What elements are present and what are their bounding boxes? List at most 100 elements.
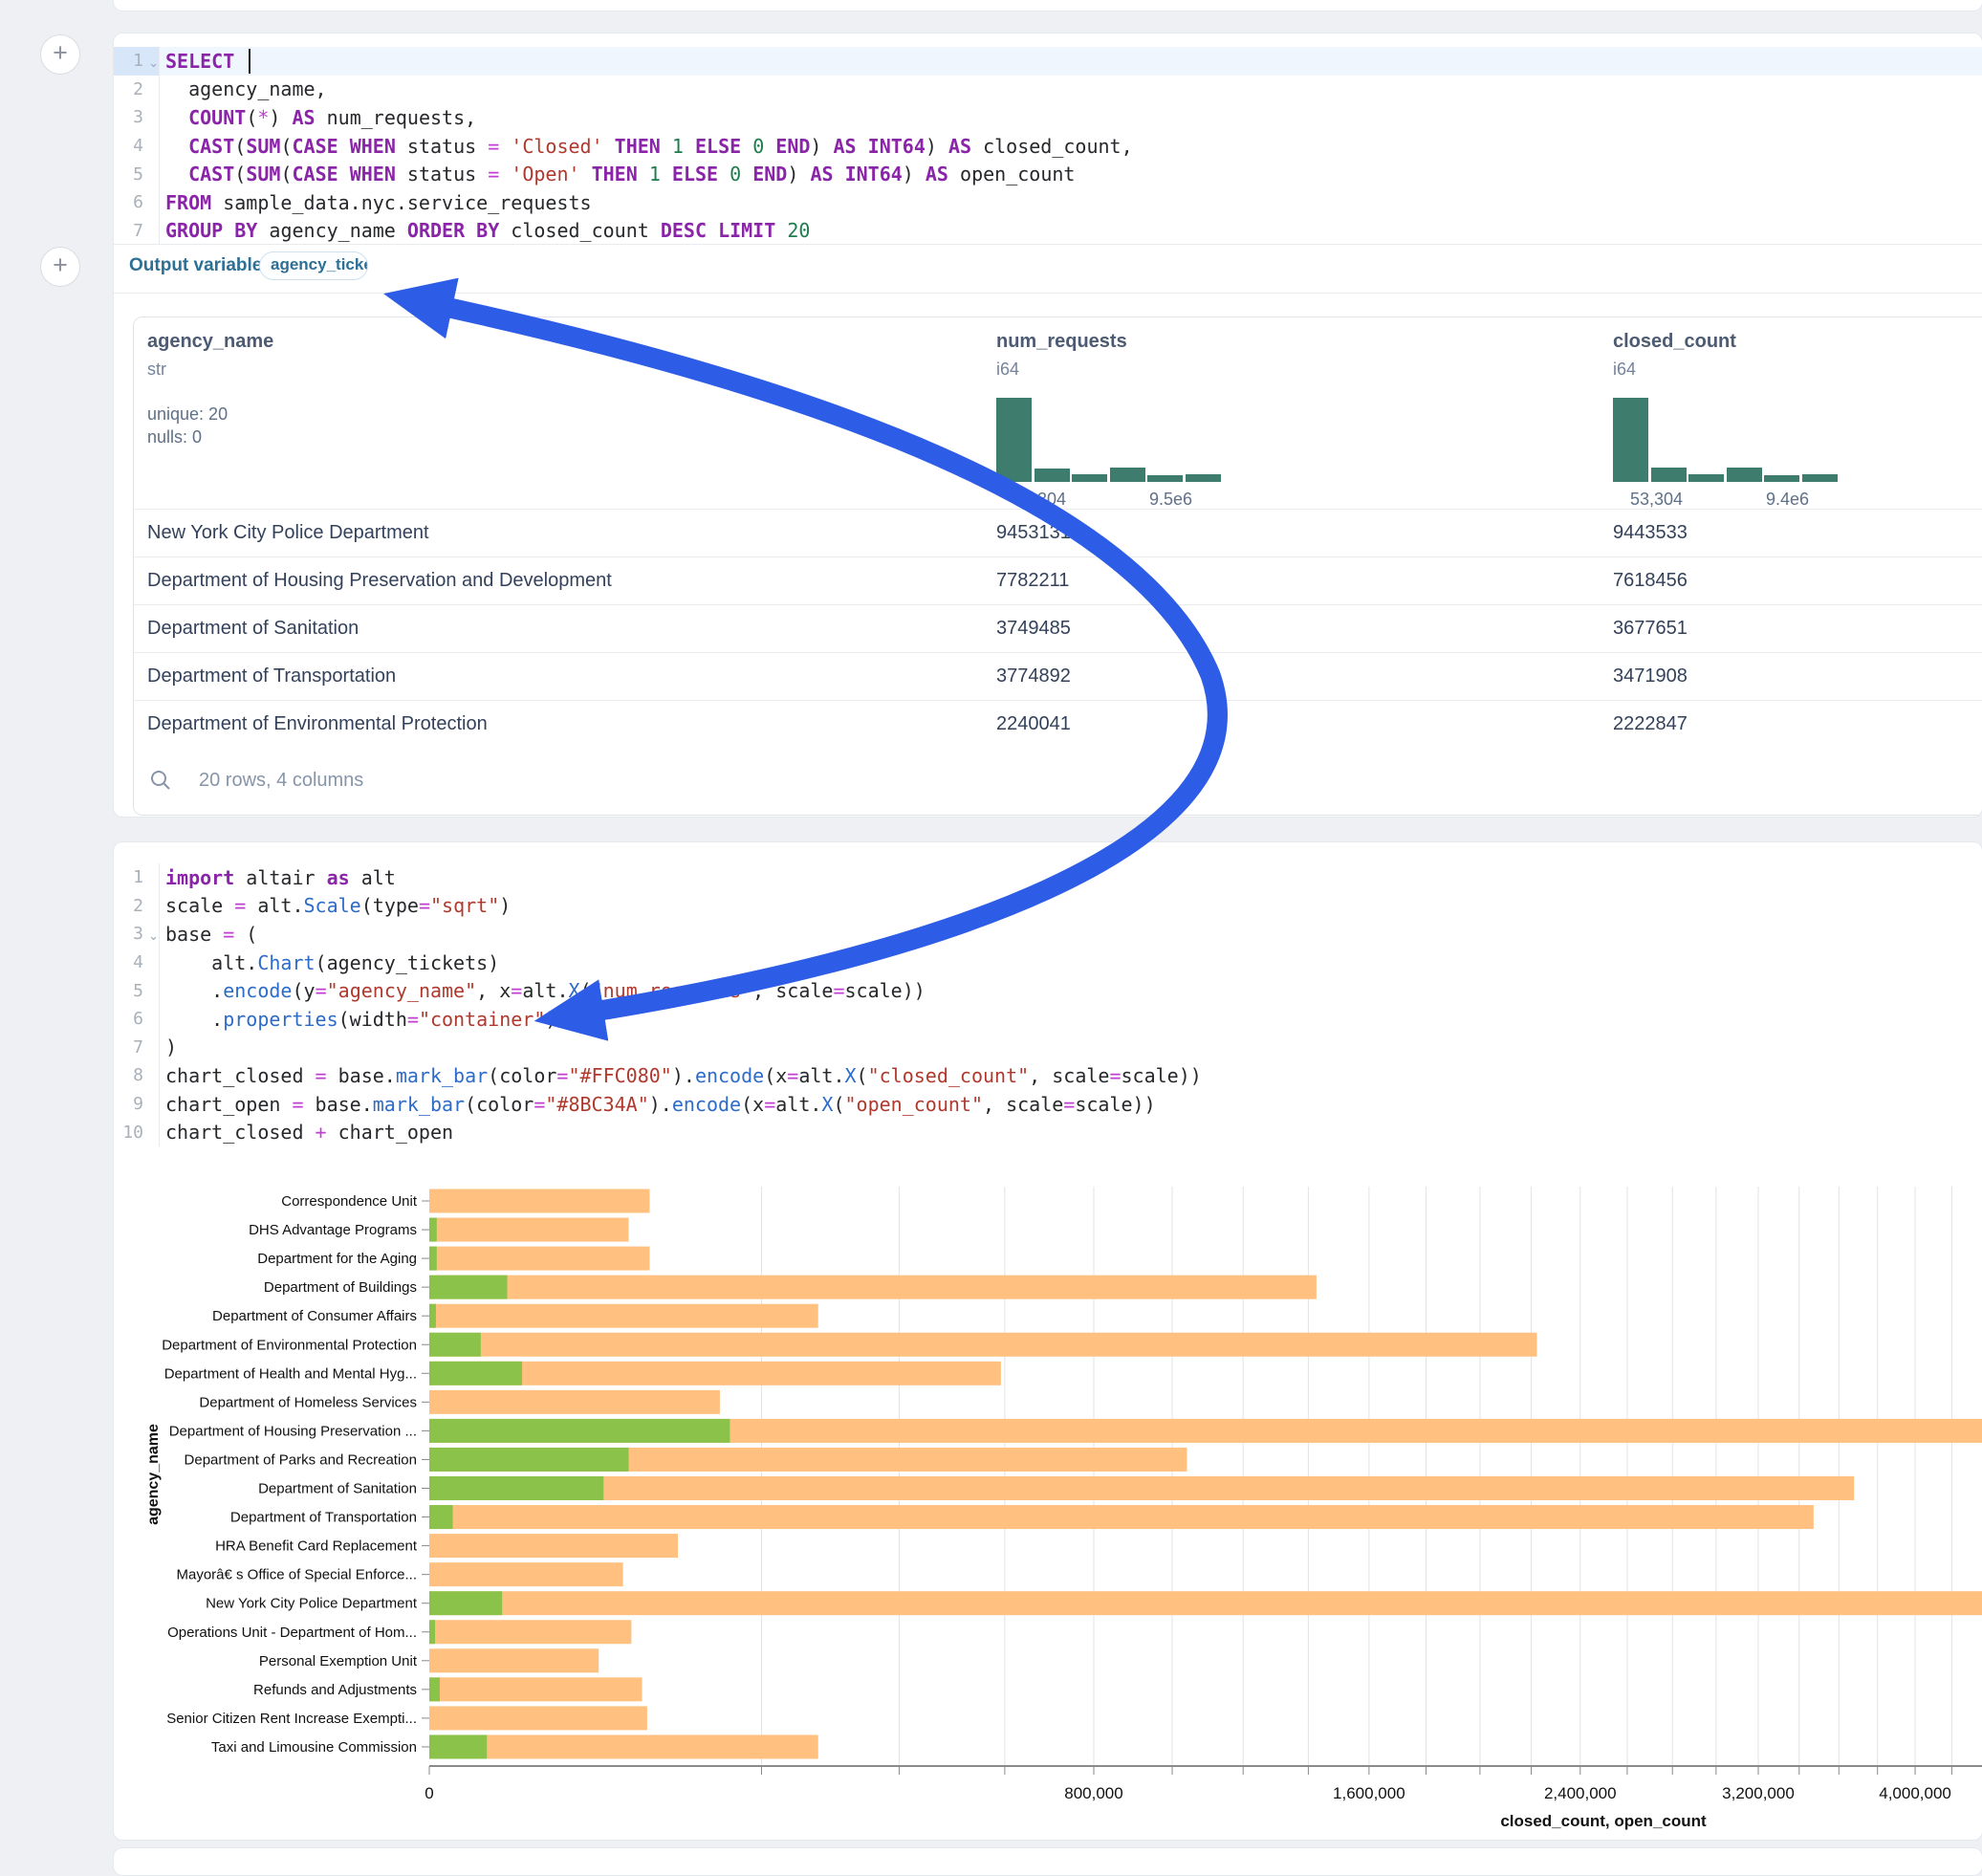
open-count-bar <box>429 1476 604 1500</box>
code-line[interactable]: 5 .encode(y="agency_name", x=alt.X("num_… <box>114 976 1982 1005</box>
svg-text:Refunds and Adjustments: Refunds and Adjustments <box>253 1682 417 1698</box>
svg-text:Department of Homeless Service: Department of Homeless Services <box>199 1394 417 1410</box>
code-line[interactable]: 3 COUNT(*) AS num_requests, <box>114 103 1982 132</box>
y-axis-title: agency_name <box>145 1424 162 1525</box>
previous-cell-edge <box>113 0 1982 11</box>
open-count-bar <box>429 1505 453 1530</box>
open-count-bar <box>429 1591 503 1616</box>
svg-text:Operations Unit - Department o: Operations Unit - Department of Hom... <box>167 1625 417 1641</box>
line-number: 7 <box>114 216 160 246</box>
line-number: 4 <box>114 948 160 977</box>
python-cell: 1 import altair as alt 2 scale = alt.Scale(… <box>113 841 1982 1841</box>
sql-editor[interactable]: 1 ⌄ SELECT 2 agency_name, 3 COUNT(*) AS num… <box>114 33 1982 246</box>
code-line[interactable]: 1 ⌄ SELECT <box>114 47 1982 76</box>
histogram-bar <box>1801 474 1838 482</box>
collapse-chevron-icon[interactable]: ⌄ <box>148 55 159 70</box>
open-count-bar <box>429 1447 629 1472</box>
line-number: 5 <box>114 976 160 1005</box>
output-variable-label: Output variable: <box>129 255 269 275</box>
svg-text:HRA Benefit Card Replacement: HRA Benefit Card Replacement <box>215 1538 418 1555</box>
column-stats: unique: 20 nulls: 0 <box>147 404 229 447</box>
line-number: 3 <box>114 103 160 132</box>
line-number: 9 <box>114 1089 160 1119</box>
open-count-bar <box>429 1217 437 1242</box>
code-line[interactable]: 1 import altair as alt <box>114 863 1982 892</box>
code-line[interactable]: 5 CAST(SUM(CASE WHEN status = 'Open' THE… <box>114 160 1982 188</box>
search-icon[interactable] <box>149 769 172 792</box>
table-row[interactable]: New York City Police Department 9453131 94… <box>134 509 1982 556</box>
histogram-bar <box>1650 468 1687 482</box>
open-count-bar <box>429 1361 523 1385</box>
code-line[interactable]: 4 alt.Chart(agency_tickets) <box>114 948 1982 977</box>
x-axis-title: closed_count, open_count <box>1500 1812 1707 1830</box>
closed-count-bar <box>429 1505 1814 1530</box>
cell-num-requests: 9453131 <box>996 522 1071 543</box>
output-variable-pill[interactable]: agency_tickets <box>259 251 368 280</box>
svg-text:Department of Transportation: Department of Transportation <box>230 1510 417 1526</box>
histogram-bar <box>1185 474 1221 482</box>
next-cell-edge <box>113 1847 1982 1876</box>
closed-count-bar <box>429 1217 629 1242</box>
code-line[interactable]: 6 FROM sample_data.nyc.service_requests <box>114 187 1982 217</box>
svg-text:Correspondence Unit: Correspondence Unit <box>281 1193 418 1210</box>
code-line[interactable]: 9 chart_open = base.mark_bar(color="#8BC3… <box>114 1089 1982 1119</box>
code-line[interactable]: 4 CAST(SUM(CASE WHEN status = 'Closed' T… <box>114 131 1982 161</box>
svg-text:Taxi and Limousine Commission: Taxi and Limousine Commission <box>211 1739 417 1756</box>
collapse-chevron-icon[interactable]: ⌄ <box>148 927 159 943</box>
column-header-agency-name[interactable]: agency_name str unique: 20 nulls: 0 <box>147 331 273 448</box>
add-cell-button-top[interactable]: + <box>40 34 80 75</box>
table-row[interactable]: Department of Housing Preservation and D… <box>134 556 1982 604</box>
cell-closed-count: 3677651 <box>1613 618 1688 639</box>
column-type: i64 <box>1613 360 1637 379</box>
svg-text:0: 0 <box>425 1784 433 1802</box>
table-row[interactable]: Department of Sanitation 3749485 3677651 <box>134 604 1982 652</box>
line-number: 8 <box>114 1061 160 1090</box>
svg-text:New York City Police Departmen: New York City Police Department <box>206 1596 418 1612</box>
column-header-num-requests[interactable]: num_requests i64 <box>996 331 1127 380</box>
cell-closed-count: 3471908 <box>1613 665 1688 687</box>
closed-count-bar <box>429 1275 1317 1299</box>
cell-agency-name: Department of Housing Preservation and D… <box>147 570 612 591</box>
code-line[interactable]: 2 agency_name, <box>114 75 1982 104</box>
svg-text:Department for the Aging: Department for the Aging <box>257 1251 417 1267</box>
line-number: 2 <box>114 75 160 104</box>
svg-text:800,000: 800,000 <box>1064 1784 1122 1802</box>
closed-count-histogram <box>1613 398 1838 482</box>
closed-count-bar <box>429 1534 679 1559</box>
code-line[interactable]: 7 GROUP BY agency_name ORDER BY closed_co… <box>114 216 1982 246</box>
code-line[interactable]: 8 chart_closed = base.mark_bar(color="#FF… <box>114 1061 1982 1090</box>
svg-text:Personal Exemption Unit: Personal Exemption Unit <box>259 1653 418 1669</box>
svg-text:Department of Parks and Recrea: Department of Parks and Recreation <box>185 1451 417 1468</box>
closed-count-bar <box>429 1677 643 1702</box>
python-editor[interactable]: 1 import altair as alt 2 scale = alt.Scale(… <box>114 842 1982 1146</box>
cell-divider <box>114 293 1982 294</box>
column-type: str <box>147 360 166 379</box>
column-header-closed-count[interactable]: closed_count i64 <box>1613 331 1736 380</box>
cell-closed-count: 9443533 <box>1613 522 1688 543</box>
open-count-bar <box>429 1620 436 1645</box>
cell-num-requests: 3749485 <box>996 618 1071 639</box>
cell-agency-name: Department of Transportation <box>147 665 397 687</box>
line-number: 10 <box>114 1118 160 1146</box>
closed-count-bar <box>429 1189 650 1213</box>
table-row[interactable]: Department of Transportation 3774892 34719… <box>134 652 1982 700</box>
closed-count-bar <box>429 1389 720 1414</box>
cell-divider <box>114 244 1982 245</box>
histogram-bar <box>1147 475 1183 482</box>
cell-agency-name: New York City Police Department <box>147 522 429 543</box>
code-line[interactable]: 6 .properties(width="container") <box>114 1004 1982 1034</box>
code-line[interactable]: 2 scale = alt.Scale(type="sqrt") <box>114 891 1982 921</box>
add-cell-button-middle[interactable]: + <box>40 247 80 287</box>
code-line[interactable]: 10 chart_closed + chart_open <box>114 1118 1982 1146</box>
histogram-bar <box>1109 468 1145 482</box>
table-row[interactable]: Department of Environmental Protection 22… <box>134 700 1982 748</box>
svg-text:2,400,000: 2,400,000 <box>1544 1784 1617 1802</box>
result-table: agency_name str unique: 20 nulls: 0 num_… <box>133 316 1982 816</box>
open-count-bar <box>429 1734 488 1759</box>
code-line[interactable]: 3 ⌄ base = ( <box>114 920 1982 949</box>
code-line[interactable]: 7) <box>114 1033 1982 1062</box>
svg-text:Department of Health and Menta: Department of Health and Mental Hyg... <box>164 1365 417 1382</box>
closed-count-bar <box>429 1246 650 1271</box>
svg-text:4,000,000: 4,000,000 <box>1879 1784 1951 1802</box>
histogram-bar <box>1613 398 1648 482</box>
